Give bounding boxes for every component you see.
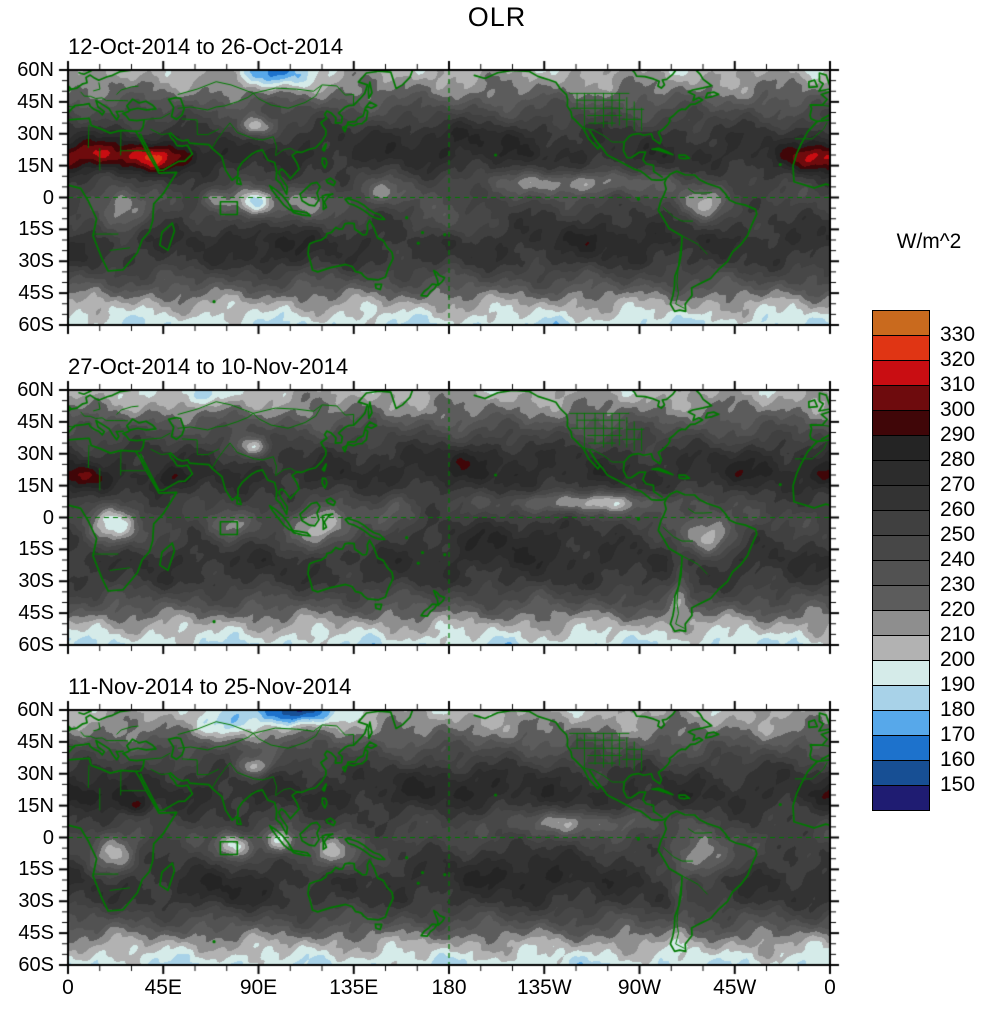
colorbar-tick-label: 180: [940, 698, 976, 721]
lon-tick-label: 45W: [713, 976, 757, 999]
colorbar-swatch: [872, 760, 930, 786]
colorbar-swatch: [872, 710, 930, 736]
colorbar-tick-label: 150: [940, 773, 976, 796]
lat-tick-label: 0: [42, 826, 54, 849]
lat-tick-label: 45S: [18, 602, 54, 625]
colorbar-swatch: [872, 460, 930, 486]
colorbar-swatch: [872, 360, 930, 386]
lon-tick-label: 0: [62, 976, 74, 999]
lat-tick-label: 45S: [18, 282, 54, 305]
colorbar-tick-label: 220: [940, 598, 976, 621]
colorbar-tick-label: 310: [940, 373, 976, 396]
colorbar-swatch: [872, 785, 930, 811]
lon-tick-label: 135W: [516, 976, 572, 999]
panel-3-title: 11-Nov-2014 to 25-Nov-2014: [68, 674, 352, 699]
lat-tick-label: 15N: [17, 794, 54, 817]
colorbar-swatch: [872, 735, 930, 761]
lat-tick-label: 30N: [17, 442, 54, 465]
lat-tick-label: 0: [42, 186, 54, 209]
lon-tick-label: 90E: [239, 976, 278, 999]
colorbar-swatch: [872, 635, 930, 661]
lat-tick-label: 30S: [18, 570, 54, 593]
lon-tick-label: 135E: [329, 976, 379, 999]
colorbar-tick-label: 270: [940, 473, 976, 496]
colorbar-tick-label: 190: [940, 673, 976, 696]
colorbar-swatch: [872, 410, 930, 436]
panel-1-title: 12-Oct-2014 to 26-Oct-2014: [68, 34, 344, 59]
colorbar-tick-label: 160: [940, 748, 976, 771]
colorbar-swatch: [872, 610, 930, 636]
colorbar-swatch: [872, 535, 930, 561]
colorbar-swatch: [872, 560, 930, 586]
lat-tick-label: 45N: [17, 730, 54, 753]
colorbar-unit-label: W/m^2: [896, 230, 962, 253]
lat-tick-label: 30S: [18, 890, 54, 913]
lat-tick-label: 15N: [17, 474, 54, 497]
lat-tick-label: 45N: [17, 90, 54, 113]
colorbar-swatch: [872, 435, 930, 461]
colorbar-tick-label: 320: [940, 348, 976, 371]
lat-tick-label: 45S: [18, 922, 54, 945]
lon-tick-label: 45E: [144, 976, 182, 999]
panel-2-title: 27-Oct-2014 to 10-Nov-2014: [68, 354, 349, 379]
lon-tick-label: 0: [824, 976, 836, 999]
colorbar-swatch: [872, 485, 930, 511]
lon-tick-label: 180: [431, 976, 467, 999]
lat-tick-label: 60N: [17, 379, 54, 401]
colorbar-tick-label: 290: [940, 423, 976, 446]
lat-tick-label: 15N: [17, 154, 54, 177]
colorbar-tick-label: 280: [940, 448, 976, 471]
colorbar-swatch: [872, 510, 930, 536]
olr-map-panel-2: [56, 378, 842, 657]
colorbar-tick-label: 200: [940, 648, 976, 671]
colorbar-tick-label: 250: [940, 523, 976, 546]
colorbar-swatch: [872, 685, 930, 711]
colorbar-tick-label: 230: [940, 573, 976, 596]
colorbar-tick-label: 300: [940, 398, 976, 421]
colorbar-tick-label: 170: [940, 723, 976, 746]
colorbar-tick-label: 260: [940, 498, 976, 521]
lat-tick-label: 30N: [17, 762, 54, 785]
olr-map-panel-1: [56, 58, 842, 337]
figure-title: OLR: [467, 2, 527, 32]
lat-tick-label: 15S: [18, 858, 54, 881]
lat-tick-label: 15S: [18, 538, 54, 561]
colorbar-swatch: [872, 310, 930, 336]
lat-tick-label: 60N: [17, 699, 54, 721]
lat-tick-label: 30S: [18, 250, 54, 273]
lat-tick-label: 60S: [18, 634, 54, 656]
colorbar-swatch: [872, 585, 930, 611]
lon-tick-label: 90W: [617, 976, 662, 999]
colorbar-swatch: [872, 335, 930, 361]
colorbar-tick-label: 240: [940, 548, 976, 571]
colorbar-tick-label: 330: [940, 323, 976, 346]
lat-tick-label: 30N: [17, 122, 54, 145]
lat-tick-label: 60S: [18, 954, 54, 976]
lat-tick-label: 60S: [18, 314, 54, 336]
colorbar-tick-label: 210: [940, 623, 976, 646]
lat-tick-label: 15S: [18, 218, 54, 241]
lat-tick-label: 0: [42, 506, 54, 529]
lat-tick-label: 45N: [17, 410, 54, 433]
colorbar-swatch: [872, 385, 930, 411]
colorbar-swatch: [872, 660, 930, 686]
lat-tick-label: 60N: [17, 59, 54, 81]
olr-map-panel-3: [56, 698, 842, 977]
